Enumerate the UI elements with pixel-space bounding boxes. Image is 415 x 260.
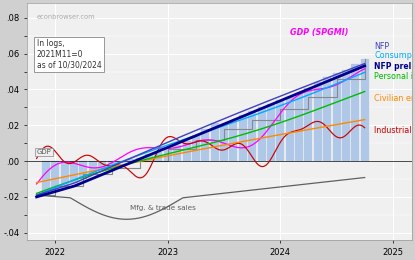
Bar	[323, 77, 331, 161]
Bar	[229, 122, 237, 161]
Bar	[352, 64, 359, 161]
Bar	[89, 161, 97, 176]
Bar	[126, 159, 134, 161]
Bar	[248, 111, 256, 161]
Bar	[61, 161, 69, 188]
Text: GDP (SPGMI): GDP (SPGMI)	[290, 28, 348, 37]
Bar	[42, 161, 50, 195]
Bar	[98, 161, 106, 170]
Text: Industrial prod'n: Industrial prod'n	[374, 126, 415, 135]
Bar	[276, 100, 284, 161]
Bar	[361, 59, 369, 161]
Bar	[239, 114, 247, 161]
Bar	[164, 148, 172, 161]
Bar	[173, 145, 181, 161]
Bar	[192, 136, 200, 161]
Text: GDP: GDP	[37, 149, 51, 155]
Text: NFP: NFP	[374, 42, 389, 51]
Bar	[267, 104, 275, 161]
Bar	[154, 152, 162, 161]
Text: In logs,
2021M11=0
as of 10/30/2024: In logs, 2021M11=0 as of 10/30/2024	[37, 39, 101, 69]
Bar	[107, 161, 115, 166]
Bar	[305, 88, 312, 161]
Bar	[286, 97, 294, 161]
Bar	[211, 124, 219, 161]
Bar	[220, 125, 228, 161]
Text: Consumption: Consumption	[374, 51, 415, 60]
Text: Personal income: Personal income	[374, 72, 415, 81]
Bar	[342, 70, 350, 161]
Text: econbrowser.com: econbrowser.com	[37, 14, 95, 20]
Bar	[201, 129, 209, 161]
Bar	[70, 161, 78, 183]
Bar	[258, 107, 266, 161]
Bar	[295, 93, 303, 161]
Bar	[51, 161, 59, 192]
Bar	[183, 141, 190, 161]
Bar	[332, 73, 341, 161]
Bar	[145, 154, 153, 161]
Bar	[117, 161, 125, 163]
Bar	[314, 82, 322, 161]
Bar	[80, 161, 88, 179]
Text: Mfg. & trade sales: Mfg. & trade sales	[130, 205, 196, 211]
Text: Civilian empl.: Civilian empl.	[374, 94, 415, 103]
Text: NFP prel bnchmk: NFP prel bnchmk	[374, 62, 415, 71]
Bar	[136, 158, 144, 161]
